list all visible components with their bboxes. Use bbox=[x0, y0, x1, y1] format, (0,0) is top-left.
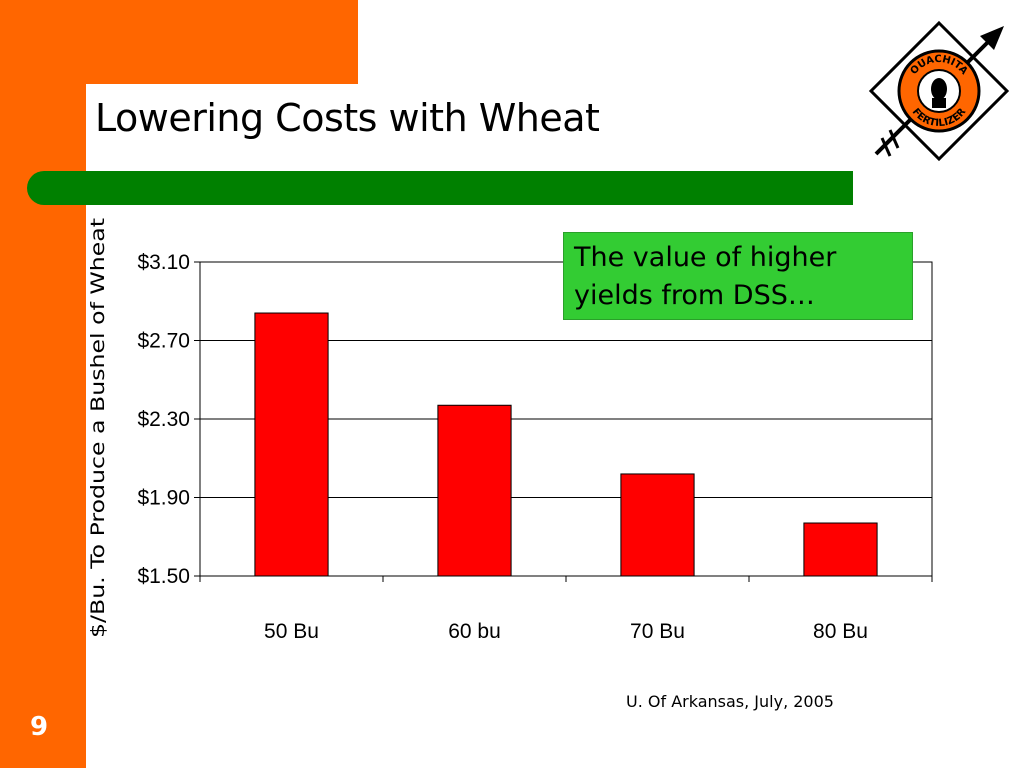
y-tick-label: $3.10 bbox=[137, 251, 190, 274]
cost-per-bushel-bar-chart: $1.50 $1.90 $2.30 $2.70 $3.10 50 Bu 60 bu 70 Bu… bbox=[87, 218, 933, 643]
x-tick-label: 50 Bu bbox=[264, 620, 319, 643]
bar bbox=[254, 312, 329, 577]
ouachita-fertilizer-logo: OUACHITA FERTILIZER bbox=[868, 20, 1010, 162]
bar bbox=[803, 522, 878, 577]
y-tick-label: $1.50 bbox=[137, 565, 190, 588]
orange-top-band bbox=[0, 0, 358, 84]
orange-side-band bbox=[0, 0, 86, 768]
y-tick-label: $1.90 bbox=[137, 487, 190, 510]
tick-labels: $1.50 $1.90 $2.30 $2.70 $3.10 50 Bu 60 bu 70 Bu… bbox=[137, 251, 868, 643]
x-tick-label: 60 bu bbox=[448, 620, 501, 643]
y-axis-title: $/Bu. To Produce a Bushel of Wheat bbox=[87, 218, 109, 638]
x-tick-label: 70 Bu bbox=[630, 620, 685, 643]
bars bbox=[254, 312, 878, 577]
callout-box: The value of higher yields from DSS… bbox=[563, 232, 913, 320]
y-tick-label: $2.30 bbox=[137, 408, 190, 431]
y-tick-label: $2.70 bbox=[137, 330, 190, 353]
source-citation: U. Of Arkansas, July, 2005 bbox=[626, 692, 834, 711]
bar bbox=[620, 473, 695, 577]
x-tick-label: 80 Bu bbox=[813, 620, 868, 643]
green-divider-bar bbox=[27, 171, 853, 205]
slide-number: 9 bbox=[30, 712, 49, 742]
bar bbox=[437, 404, 512, 577]
slide-title: Lowering Costs with Wheat bbox=[95, 96, 600, 140]
